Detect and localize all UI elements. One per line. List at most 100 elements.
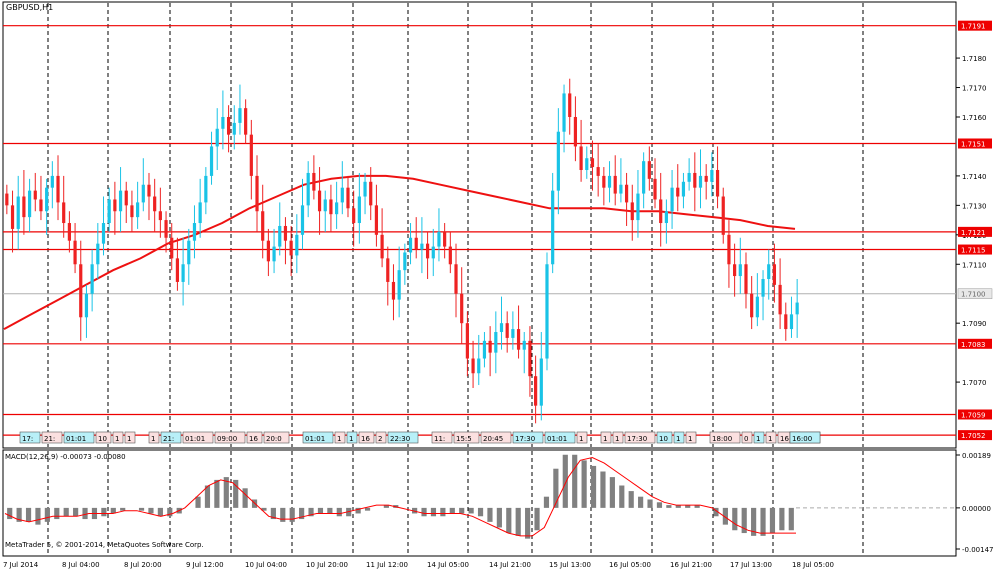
price-level-label-box xyxy=(958,226,992,237)
event-tag[interactable]: 1 xyxy=(753,431,765,444)
event-tag[interactable]: 20:45 xyxy=(480,431,512,444)
event-tag[interactable]: 10 xyxy=(656,431,673,444)
candle-body xyxy=(693,172,697,188)
event-tag[interactable]: 1 xyxy=(673,431,685,444)
candle-body xyxy=(596,167,600,176)
time-axis: 7 Jul 2014 8 Jul 04:00 8 Jul 20:00 9 Jul 12… xyxy=(3,561,834,569)
event-tag-box xyxy=(95,431,112,444)
event-tag[interactable]: 1 xyxy=(124,431,136,444)
event-tag[interactable]: 1 xyxy=(346,431,358,444)
event-tag[interactable]: 17:30 xyxy=(512,431,544,444)
event-tags-row: 17: 21: 01:01 10 1 1 1 21: 01:01 09:00 16 20:0 01:01… xyxy=(19,431,821,444)
event-tag[interactable]: 1 xyxy=(334,431,346,444)
candle-body xyxy=(175,258,180,282)
event-tag[interactable]: 17: xyxy=(19,431,41,444)
event-tag-box xyxy=(148,431,160,444)
candle-body xyxy=(323,199,327,212)
event-tag[interactable]: 16 xyxy=(358,431,375,444)
main-chart-frame xyxy=(2,1,957,449)
event-tag[interactable]: 0 xyxy=(741,431,753,444)
time-tick-label: 17 Jul 13:00 xyxy=(730,561,772,569)
event-tag[interactable]: 18:00 xyxy=(709,431,741,444)
time-tick-label: 18 Jul 05:00 xyxy=(792,561,834,569)
event-tag-label: 1 xyxy=(688,435,692,443)
event-tag[interactable]: 01:01 xyxy=(544,431,576,444)
event-tag-box xyxy=(576,431,588,444)
event-tag[interactable]: 17:30 xyxy=(624,431,656,444)
event-tag-label: 20:45 xyxy=(483,435,503,443)
candle-body xyxy=(118,190,123,212)
candle-body xyxy=(255,175,259,212)
event-tag[interactable]: 16 xyxy=(246,431,263,444)
event-tag[interactable]: 21: xyxy=(41,431,63,444)
time-tick-label: 7 Jul 2014 xyxy=(3,561,39,569)
candle-body xyxy=(687,172,691,182)
candle-body xyxy=(590,158,595,168)
event-tag[interactable]: 1 xyxy=(112,431,124,444)
price-tick-label: 1.7070 xyxy=(962,379,987,387)
event-tag[interactable]: 21: xyxy=(160,431,182,444)
price-tick-label: 1.7130 xyxy=(962,202,987,210)
event-tag-label: 22:30 xyxy=(390,435,410,443)
price-level-label: 1.7052 xyxy=(961,432,986,440)
candle-body xyxy=(778,284,782,315)
candle-body xyxy=(300,205,305,235)
candle-body xyxy=(437,231,441,247)
candle-body xyxy=(750,293,754,318)
event-tag-box xyxy=(160,431,182,444)
event-tag[interactable]: 11: xyxy=(431,431,453,444)
candle-body xyxy=(56,175,60,203)
event-tag[interactable]: 1 xyxy=(612,431,624,444)
candle-body xyxy=(482,340,487,359)
event-tag[interactable]: 15:5 xyxy=(453,431,480,444)
candle-body xyxy=(363,181,367,197)
event-tag-box xyxy=(214,431,246,444)
event-tag[interactable]: 09:00 xyxy=(214,431,246,444)
event-tag-label: 1 xyxy=(756,435,760,443)
candle-body xyxy=(158,211,162,221)
candle-body xyxy=(283,225,288,241)
candle-body xyxy=(39,199,43,212)
event-tag[interactable]: 1 xyxy=(600,431,612,444)
event-tag[interactable]: 20:0 xyxy=(263,431,290,444)
event-tag[interactable]: 2 xyxy=(375,431,387,444)
candle-body xyxy=(340,187,344,203)
candle-body xyxy=(551,190,555,265)
event-tag-box xyxy=(765,431,777,444)
event-tag-box xyxy=(624,431,656,444)
candle-body xyxy=(744,264,748,294)
candle-body xyxy=(465,323,469,359)
event-tag-label: 16 xyxy=(249,435,258,443)
event-tag[interactable]: 22:30 xyxy=(387,431,419,444)
event-tag[interactable]: 10 xyxy=(95,431,112,444)
candle-body xyxy=(187,240,191,265)
current-price-label: 1.7100 xyxy=(961,291,986,299)
price-level-label-box xyxy=(958,409,992,420)
candle-body xyxy=(278,225,282,247)
candle-body xyxy=(420,243,424,250)
candle-body xyxy=(499,323,504,333)
macd-tick-label: 0.00000 xyxy=(962,505,991,513)
event-tag-label: 0 xyxy=(744,435,748,443)
event-tag-box xyxy=(63,431,95,444)
time-tick-label: 15 Jul 13:00 xyxy=(549,561,591,569)
event-tag[interactable]: 01:01 xyxy=(182,431,214,444)
event-tag[interactable]: 1 xyxy=(765,431,777,444)
macd-signal-polyline xyxy=(4,456,796,537)
event-tag[interactable]: 16:00 xyxy=(789,431,821,444)
event-tag-label: 2 xyxy=(378,435,382,443)
candle-body xyxy=(107,199,111,224)
event-tag-box xyxy=(741,431,753,444)
event-tag[interactable]: 1 xyxy=(576,431,588,444)
event-tag[interactable]: 01:01 xyxy=(63,431,95,444)
event-tag[interactable]: 01:01 xyxy=(302,431,334,444)
candle-body xyxy=(704,175,708,182)
event-tag-label: 17:30 xyxy=(515,435,535,443)
event-tag[interactable]: 1 xyxy=(685,431,697,444)
candle-body xyxy=(448,246,452,265)
event-tag-label: 10 xyxy=(659,435,668,443)
candle-body xyxy=(767,264,771,279)
event-tag[interactable]: 1 xyxy=(148,431,160,444)
